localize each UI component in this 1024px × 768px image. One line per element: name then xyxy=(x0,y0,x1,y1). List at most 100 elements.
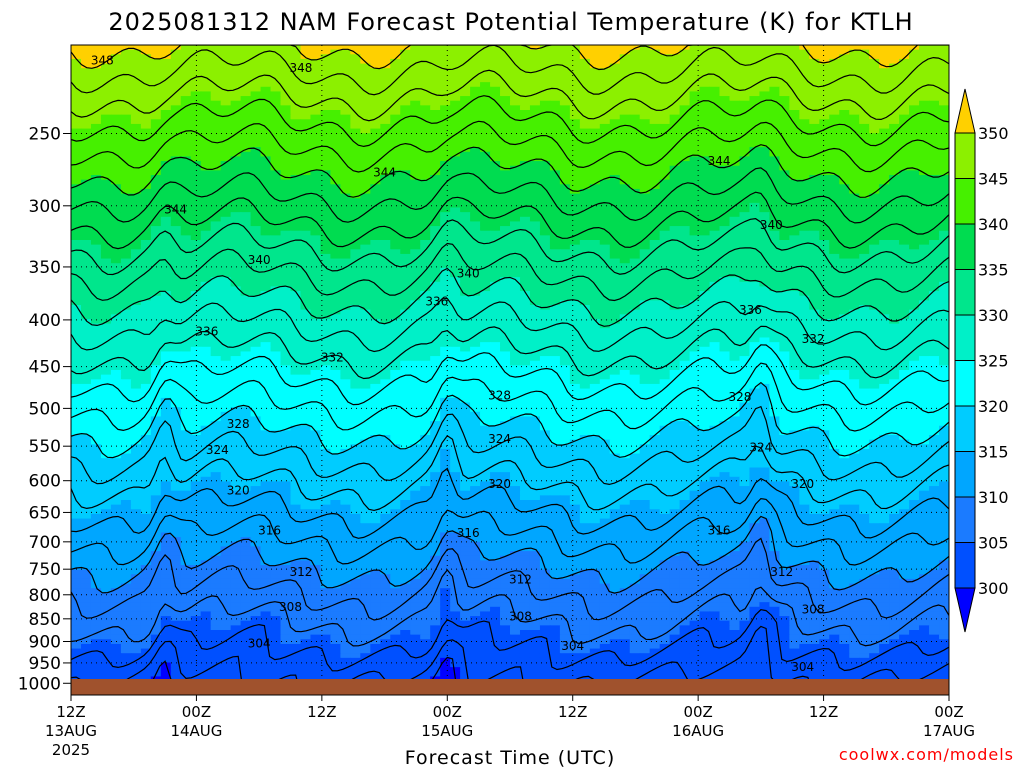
contour-fill-cell xyxy=(729,226,741,232)
contour-fill-cell xyxy=(529,202,541,209)
contour-fill-cell xyxy=(819,72,830,79)
contour-fill-cell xyxy=(769,161,780,167)
contour-fill-cell xyxy=(250,54,262,60)
contour-fill-cell xyxy=(639,91,651,97)
contour-fill-cell xyxy=(300,45,312,51)
contour-fill-cell xyxy=(400,207,411,213)
contour-fill-cell xyxy=(839,165,850,171)
contour-fill-cell xyxy=(410,277,421,283)
contour-fill-cell xyxy=(859,133,870,139)
contour-fill-cell xyxy=(120,244,132,250)
contour-fill-cell xyxy=(330,161,341,167)
contour-fill-cell xyxy=(809,63,820,69)
contour-fill-cell xyxy=(400,258,411,264)
contour-fill-cell xyxy=(360,212,371,218)
contour-fill-cell xyxy=(769,147,780,153)
contour-fill-cell xyxy=(470,244,481,250)
contour-fill-cell xyxy=(709,68,721,74)
contour-fill-cell xyxy=(80,133,92,139)
contour-fill-cell xyxy=(410,221,421,227)
contour-fill-cell xyxy=(330,91,341,97)
contour-fill-cell xyxy=(669,202,681,209)
contour-fill-cell xyxy=(579,202,591,209)
contour-fill-cell xyxy=(470,170,481,176)
contour-fill-cell xyxy=(360,91,371,97)
contour-fill-cell xyxy=(689,100,701,106)
contour-fill-cell xyxy=(819,123,830,130)
contour-fill-cell xyxy=(80,82,92,88)
contour-fill-cell xyxy=(490,123,501,130)
contour-fill-cell xyxy=(380,45,391,51)
contour-fill-cell xyxy=(200,175,212,181)
contour-fill-cell xyxy=(719,258,731,264)
contour-fill-cell xyxy=(669,54,681,60)
contour-fill-cell xyxy=(729,100,741,106)
contour-fill-cell xyxy=(510,226,521,232)
contour-fill-cell xyxy=(390,100,401,106)
contour-fill-cell xyxy=(749,244,761,250)
contour-fill-cell xyxy=(220,244,232,250)
contour-fill-cell xyxy=(330,54,341,60)
contour-fill-cell xyxy=(430,161,441,167)
contour-fill-cell xyxy=(899,184,910,190)
contour-fill-cell xyxy=(280,249,292,255)
contour-fill-cell xyxy=(519,179,531,185)
contour-fill-cell xyxy=(619,305,631,311)
contour-fill-cell xyxy=(140,77,152,83)
contour-fill-cell xyxy=(889,295,900,301)
contour-fill-cell xyxy=(440,72,451,79)
contour-fill-cell xyxy=(320,193,332,199)
contour-fill-cell xyxy=(420,230,431,236)
contour-fill-cell xyxy=(589,179,601,185)
contour-fill-cell xyxy=(80,286,92,292)
contour-fill-cell xyxy=(130,77,142,83)
contour-fill-cell xyxy=(100,91,112,97)
contour-fill-cell xyxy=(659,249,671,255)
contour-fill-cell xyxy=(330,45,341,51)
contour-fill-cell xyxy=(350,295,361,301)
contour-fill-cell xyxy=(939,105,949,111)
contour-fill-cell xyxy=(71,175,82,181)
contour-fill-cell xyxy=(569,123,581,130)
contour-fill-cell xyxy=(200,96,212,102)
contour-fill-cell xyxy=(80,156,92,162)
contour-fill-cell xyxy=(250,86,262,93)
contour-fill-cell xyxy=(649,91,661,97)
contour-fill-cell xyxy=(380,156,391,162)
contour-fill-cell xyxy=(659,63,671,69)
contour-fill-cell xyxy=(200,249,212,255)
contour-fill-cell xyxy=(799,156,810,162)
contour-fill-cell xyxy=(390,105,401,111)
contour-fill-cell xyxy=(350,123,361,130)
contour-fill-cell xyxy=(889,212,900,218)
contour-fill-cell xyxy=(150,253,162,260)
contour-fill-cell xyxy=(490,147,501,153)
contour-fill-cell xyxy=(769,91,780,97)
contour-fill-cell xyxy=(420,258,431,264)
contour-fill-cell xyxy=(829,82,840,88)
contour-fill-cell xyxy=(380,119,391,125)
contour-fill-cell xyxy=(939,82,949,88)
contour-fill-cell xyxy=(579,54,591,60)
contour-fill-cell xyxy=(589,216,601,223)
contour-fill-cell xyxy=(260,244,272,250)
contour-fill-cell xyxy=(879,188,890,195)
contour-fill-cell xyxy=(210,263,222,269)
contour-fill-cell xyxy=(420,128,431,134)
contour-fill-cell xyxy=(510,202,521,209)
contour-fill-cell xyxy=(340,235,351,241)
contour-fill-cell xyxy=(320,119,332,125)
contour-fill-cell xyxy=(200,114,212,120)
contour-fill-cell xyxy=(679,161,691,167)
contour-fill-cell xyxy=(739,305,751,311)
contour-fill-cell xyxy=(100,161,112,167)
contour-fill-cell xyxy=(270,263,282,269)
contour-fill-cell xyxy=(440,100,451,106)
contour-fill-cell xyxy=(749,184,761,190)
contour-fill-cell xyxy=(180,305,192,311)
contour-fill-cell xyxy=(739,202,751,209)
contour-fill-cell xyxy=(340,277,351,283)
contour-fill-cell xyxy=(130,291,142,297)
contour-fill-cell xyxy=(240,277,252,283)
contour-fill-cell xyxy=(569,96,581,102)
